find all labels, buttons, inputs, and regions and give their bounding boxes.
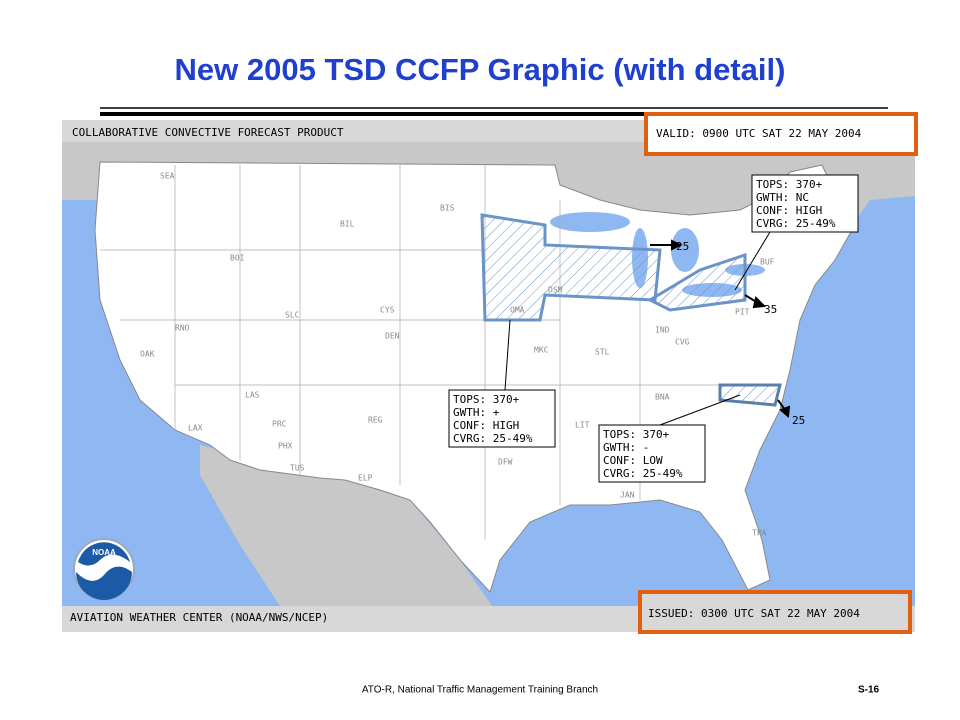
mexico [200,445,492,606]
station: STL [595,348,610,357]
station: DSM [548,286,563,295]
station: CYS [380,306,395,315]
station: SEA [160,172,175,181]
station: PIT [735,308,750,317]
station: SLC [285,311,300,320]
issued-bg [640,592,910,632]
footer-text: ATO-R, National Traffic Management Train… [362,685,598,696]
valid-time: VALID: 0900 UTC SAT 22 MAY 2004 [656,127,862,140]
movement-speed: 25 [792,414,805,427]
movement-speed: 25 [676,240,689,253]
forecast-box: TOPS: 370+ GWTH: + CONF: HIGH CVRG: 25-4… [448,389,556,448]
movement-arrows [650,239,791,418]
forecast-line: TOPS: 370+ [756,178,823,191]
station: REG [368,416,383,425]
map-header: COLLABORATIVE CONVECTIVE FORECAST PRODUC… [72,126,344,139]
station: LAX [188,424,203,433]
forecast-area [718,383,782,407]
forecast-line: GWTH: - [603,441,649,454]
station: JAN [620,491,635,500]
station: BUF [760,258,775,267]
highlight-box [644,112,918,156]
station: OMA [510,306,525,315]
station: MKC [534,346,549,355]
forecast-line: CONF: LOW [603,454,663,467]
station: TUS [290,464,305,473]
station: ELP [358,474,373,483]
forecast-box: TOPS: 370+ GWTH: NC CONF: HIGH CVRG: 25-… [751,174,859,233]
valid-bg [646,114,916,154]
forecast-line: GWTH: + [453,406,500,419]
highlight-box [638,590,912,634]
station: BIS [440,204,455,213]
station: DFW [498,458,513,467]
leader-lines [504,231,771,426]
forecast-line: TOPS: 370+ [453,393,520,406]
station: OAK [140,350,155,359]
station: LAS [245,391,260,400]
station: DEN [385,332,400,341]
station: BIL [340,220,355,229]
state-lines [100,165,720,540]
station: BNA [655,393,670,402]
station: CVG [675,338,690,347]
forecast-line: CVRG: 25-49% [453,432,533,445]
forecast-area [646,252,747,312]
station: PHX [278,442,293,451]
forecast-line: CVRG: 25-49% [756,217,836,230]
station: PRC [272,420,287,429]
map-credit: AVIATION WEATHER CENTER (NOAA/NWS/NCEP) [70,611,328,624]
station: RNO [175,324,190,333]
movement-speed: 35 [764,303,777,316]
issued-time: ISSUED: 0300 UTC SAT 22 MAY 2004 [648,607,860,620]
stations: SEA BIL BIS BOI RNO SLC CYS DEN OAK LAS … [140,172,775,538]
station: LIT [575,421,590,430]
forecast-line: CVRG: 25-49% [603,467,683,480]
forecast-box: TOPS: 370+ GWTH: - CONF: LOW CVRG: 25-49… [598,424,706,483]
station: TPA [752,529,767,538]
station: BOI [230,254,245,263]
forecast-line: GWTH: NC [756,191,809,204]
logo-text: NOAA [92,548,116,557]
forecast-line: CONF: HIGH [453,419,519,432]
station: IND [655,326,670,335]
slide-title: New 2005 TSD CCFP Graphic (with detail) [175,52,786,87]
page-number: S-16 [858,685,880,696]
noaa-logo: NOAA [73,538,135,600]
forecast-line: TOPS: 370+ [603,428,670,441]
forecast-line: CONF: HIGH [756,204,822,217]
